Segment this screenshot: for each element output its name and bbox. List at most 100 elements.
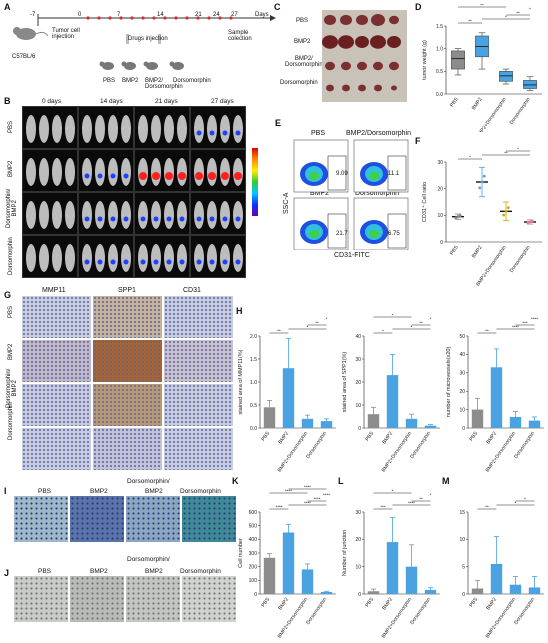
facs-gate: [327, 213, 347, 249]
y-tick-label: 20: [437, 186, 443, 192]
y-tick-label: 400: [249, 537, 258, 543]
panel-letter-l: L: [338, 476, 344, 486]
box: [451, 50, 465, 70]
mouse-silhouette: [26, 201, 36, 229]
mouse-silhouette: [177, 201, 187, 229]
mouse-silhouette: [65, 244, 75, 272]
ihc-image: [22, 384, 91, 426]
ivis-image: [78, 149, 134, 192]
y-tick-label: 0.5: [250, 403, 257, 409]
facs-plot: [353, 139, 409, 193]
timeline-dot: [218, 16, 222, 20]
transwell-label-dorso: Dorsomorphin: [180, 488, 221, 495]
timeline-dot: [229, 16, 233, 20]
y-tick-label: 1.0: [250, 380, 257, 386]
sig-label: ****: [304, 500, 311, 505]
y-axis-label: tumor weight (g): [422, 40, 428, 80]
bioluminescence-signal: [179, 259, 185, 265]
timeline-dot: [185, 16, 189, 20]
mouse-silhouette: [52, 244, 62, 272]
y-tick-label: 0: [462, 592, 465, 598]
bar: [528, 420, 541, 428]
group-label-dorso: Dorsomorphin: [173, 78, 211, 84]
tumor-sample: [391, 85, 397, 91]
ihc-row-bmp2: BMP2: [8, 343, 14, 360]
x-tick-label: Dorsomorphin: [513, 597, 536, 626]
tube-label-dorso: Dorsomorphin: [180, 568, 221, 575]
sig-label: **: [504, 150, 508, 155]
mouse-silhouette: [65, 158, 75, 186]
tumor-sample: [341, 61, 351, 71]
y-tick-label: 1.5: [436, 24, 443, 30]
mouse-silhouette: [82, 158, 92, 186]
bar: [490, 563, 503, 594]
bioluminescence-signal: [166, 216, 172, 222]
x-tick-label: PBS: [449, 244, 460, 256]
bioluminescence-signal: [84, 259, 90, 265]
facs-gate: [327, 155, 347, 191]
tick-27: 27: [231, 12, 238, 18]
sig-label: ****: [285, 488, 292, 493]
mouse-silhouette: [164, 115, 174, 143]
bioluminescence-signal: [97, 173, 103, 179]
y-tick-label: 10: [355, 403, 361, 409]
facs-plot: [353, 197, 409, 250]
ivis-image: [134, 235, 190, 278]
y-tick-label: 15: [459, 510, 465, 516]
y-tick-label: 10: [459, 537, 465, 543]
ihc-image: [22, 296, 91, 338]
facs-gate: [387, 213, 407, 249]
timepoint-27: 27 days: [211, 98, 234, 105]
x-tick-label: BMP2: [485, 597, 498, 612]
micrograph: [182, 576, 236, 622]
bar: [320, 591, 333, 594]
tube-image-row: [14, 576, 236, 622]
data-point: [526, 221, 530, 225]
bioluminescence-signal: [153, 216, 159, 222]
panel-letter-a: A: [4, 2, 11, 12]
sig-label: ****: [313, 496, 320, 501]
sig-label: ****: [408, 500, 415, 505]
bar: [282, 532, 295, 594]
facs-xlabel: CD31-FITC: [334, 252, 370, 259]
bioluminescence-signal: [209, 216, 215, 222]
mouse-silhouette: [220, 244, 230, 272]
tumor-sample: [338, 35, 354, 49]
facs-plot: [293, 139, 349, 193]
timepoint-21: 21 days: [155, 98, 178, 105]
chart-mmp11: 0.0 0.5 1.0 1.5 2.0 stained area of MMP11(%) P…: [238, 316, 336, 473]
y-tick-label: 0: [358, 426, 361, 432]
bioluminescence-signal: [140, 216, 146, 222]
tumor-sample: [389, 61, 399, 71]
mouse-silhouette: [177, 115, 187, 143]
panel-letter-c: C: [274, 2, 281, 12]
bar: [301, 569, 314, 594]
mouse-silhouette: [138, 244, 148, 272]
y-tick-label: 200: [249, 564, 258, 570]
tumor-sample: [373, 61, 383, 71]
facs-gate: [387, 155, 407, 191]
bioluminescence-signal: [110, 259, 116, 265]
sig-label: *: [326, 316, 328, 321]
mouse-silhouette: [194, 244, 204, 272]
bar: [471, 588, 484, 594]
group-label-bmp2: BMP2: [122, 78, 139, 84]
mouse-head-icon: [143, 61, 149, 67]
mouse-icon: [172, 62, 184, 70]
panel-letter-g: G: [4, 290, 12, 300]
transwell-label-bmp2-b: BMP2: [145, 488, 163, 495]
bioluminescence-signal: [84, 173, 90, 179]
tumor-sample: [387, 36, 401, 48]
x-tick-label: PBS: [449, 96, 460, 108]
panel-letter-j: J: [4, 568, 10, 578]
ivis-image: [22, 192, 78, 235]
bioluminescence-signal: [123, 173, 129, 179]
mouse-silhouette: [151, 244, 161, 272]
x-tick-label: BMP2: [471, 245, 484, 260]
bioluminescence-signal: [196, 130, 202, 136]
bioluminescence-signal: [123, 259, 129, 265]
mouse-silhouette: [207, 244, 217, 272]
x-tick-label: Dorsomorphin: [305, 597, 328, 626]
sig-label: *: [515, 500, 517, 505]
